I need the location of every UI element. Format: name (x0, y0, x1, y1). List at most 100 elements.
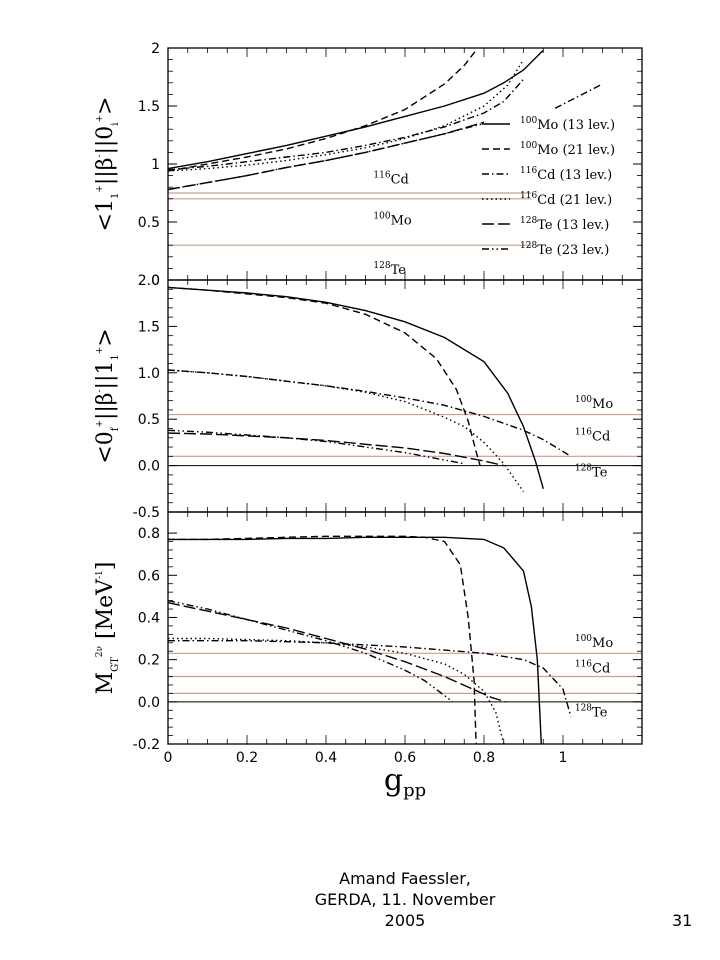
ylabel-text: M (93, 672, 118, 695)
ylabel-subscript: GT (110, 657, 121, 672)
series-line-dashdotdot (168, 429, 465, 465)
series-line-dashdot (168, 369, 572, 457)
x-tick-label: 0 (164, 750, 173, 766)
y-tick-label: 1.5 (138, 99, 160, 115)
y-tick-label: 1.5 (138, 319, 160, 335)
figure-canvas: 00.511.52<11+||β-||0i+>116Cd100Mo128Te10… (93, 41, 643, 801)
y-tick-label: 0.0 (138, 695, 160, 711)
ylabel-superscript: - (95, 389, 105, 392)
bottom-frame (167, 511, 643, 745)
ylabel-superscript: + (95, 420, 105, 428)
legend-entry: 100Mo (21 lev.) (520, 141, 615, 158)
ylabel-subscript: f (110, 426, 121, 431)
x-tick-label: 0.4 (315, 750, 337, 766)
series-line-solid (168, 536, 542, 744)
ylabel-text: [MeV (93, 578, 118, 646)
legend-superscript: 116 (520, 191, 537, 201)
legend-superscript: 100 (520, 116, 537, 126)
series-line-dashdot (554, 83, 603, 109)
nucleus-annotation: 116Cd (575, 659, 610, 676)
series-line-dash (168, 286, 481, 466)
y-tick-label: 0.4 (138, 610, 160, 626)
y-tick-label: 0 (151, 273, 160, 289)
series-line-dot (168, 59, 525, 172)
series-line-longdash (168, 602, 506, 703)
series-line-longdash (168, 121, 485, 191)
page-number: 31 (672, 911, 693, 930)
legend-text: Mo (21 lev.) (537, 143, 615, 158)
ylabel-superscript: - (95, 155, 105, 158)
ylabel-superscript: + (95, 115, 105, 123)
y-tick-label: 0.5 (138, 412, 160, 428)
ylabel-subscript: i (110, 123, 121, 126)
series-line-dashdot (168, 640, 572, 717)
annotation-superscript: 128 (575, 704, 592, 714)
footer-author: Amand Faessler, (339, 869, 471, 888)
bottom-panel: -0.2 0.0 0.2 0.4 0.6 0.8 0 0.2 0.4 0.6 0.8 1 gpp MGT 2… (93, 511, 643, 801)
y-tick-label: 2.0 (138, 273, 160, 289)
annotation-superscript: 100 (575, 634, 592, 644)
legend-entry: 128Te (23 lev.) (520, 241, 609, 258)
y-tick-label: 0.8 (138, 526, 160, 542)
y-tick-label: 1 (151, 157, 160, 173)
footer-citation: Amand Faessler, GERDA, 11. November 2005 (290, 868, 520, 931)
middle-y-axis-label: <0f+||β-||11+> (93, 328, 121, 463)
nucleus-annotation: 128Te (575, 464, 608, 481)
ylabel-superscript: + (95, 347, 105, 355)
legend-text: Mo (13 lev.) (537, 118, 615, 133)
series-line-longdash (168, 432, 504, 467)
series-line-dashdotdot (168, 599, 453, 703)
ylabel-text: ||1 (93, 361, 118, 390)
legend-entry: 128Te (13 lev.) (520, 216, 609, 233)
top-y-axis-label: <11+||β-||0i+> (93, 97, 121, 232)
y-tick-label: 0.0 (138, 459, 160, 475)
x-tick-label: 1 (559, 750, 568, 766)
legend-superscript: 100 (520, 141, 537, 151)
legend-text: Te (23 lev.) (537, 243, 609, 258)
series-line-dash (168, 49, 477, 172)
nucleus-annotation: 116Cd (575, 428, 610, 445)
legend-superscript: 116 (520, 166, 537, 176)
series-line-dashdot (168, 78, 525, 171)
legend-entry: 116Cd (13 lev.) (520, 166, 612, 183)
series-line-dot (168, 369, 525, 493)
x-tick-label: 0.6 (394, 750, 416, 766)
series-line-dashdotdot (168, 122, 485, 191)
annotation-element: Te (592, 466, 608, 481)
nucleus-annotation: 100Mo (575, 395, 613, 412)
annotation-element: Cd (391, 173, 409, 188)
nucleus-annotation: 100Mo (373, 211, 411, 228)
annotation-element: Mo (592, 636, 613, 651)
ylabel-text: ||β (93, 393, 118, 421)
legend-entry: 116Cd (21 lev.) (520, 191, 612, 208)
nucleus-annotation: 128Te (373, 261, 406, 278)
footer-year: 2005 (384, 911, 426, 930)
annotation-element: Mo (592, 397, 613, 412)
annotation-element: Te (592, 706, 608, 721)
legend-superscript: 128 (520, 241, 537, 251)
ylabel-superscript: + (95, 185, 105, 193)
x-axis-label: gpp (384, 763, 426, 801)
footer-event: GERDA, 11. November (314, 890, 496, 909)
legend-entry: 100Mo (13 lev.) (520, 116, 615, 133)
ylabel-subscript: 1 (110, 193, 121, 199)
annotation-superscript: 100 (373, 211, 390, 221)
legend-text: Te (13 lev.) (537, 218, 609, 233)
y-tick-label: 2 (151, 41, 160, 57)
annotation-superscript: 116 (575, 659, 592, 669)
annotation-element: Cd (592, 430, 610, 445)
ylabel-text: ||β (93, 158, 118, 186)
annotation-element: Te (391, 263, 407, 278)
top-panel: 00.511.52<11+||β-||0i+>116Cd100Mo128Te10… (93, 41, 643, 289)
y-tick-label: 0.6 (138, 568, 160, 584)
x-tick-label: 0.8 (473, 750, 495, 766)
ylabel-text: <1 (93, 199, 118, 231)
ylabel-superscript: -1 (95, 570, 105, 579)
annotation-superscript: 116 (373, 171, 390, 181)
nucleus-annotation: 116Cd (373, 171, 408, 188)
ylabel-text: ] (93, 562, 118, 571)
annotation-superscript: 116 (575, 428, 592, 438)
y-tick-label: 0.2 (138, 653, 160, 669)
annotation-element: Cd (592, 661, 610, 676)
series-line-dash (168, 535, 477, 744)
